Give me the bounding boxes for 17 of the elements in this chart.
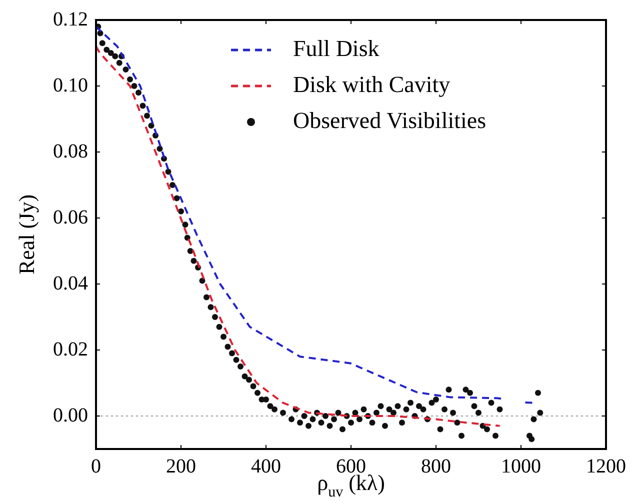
x-tick-label: 200 (166, 455, 196, 478)
y-tick-label: 0.12 (53, 8, 88, 30)
y-tick-label: 0.04 (53, 272, 88, 294)
legend-label: Full Disk (293, 36, 380, 62)
x-tick-label: 1000 (501, 455, 541, 478)
x-tick-label: 800 (421, 455, 451, 478)
y-tick-label: 0.06 (53, 206, 88, 228)
y-tick-label: 0.00 (53, 404, 88, 426)
legend-label: Observed Visibilities (293, 108, 486, 134)
x-tick-label: 0 (91, 455, 101, 478)
y-tick-label: 0.10 (53, 74, 88, 96)
x-tick-label: 1200 (586, 455, 626, 478)
y-tick-label: 0.02 (53, 338, 88, 360)
legend-label: Disk with Cavity (293, 72, 451, 98)
y-tick-label: 0.08 (53, 140, 88, 162)
x-tick-label: 400 (251, 455, 281, 478)
y-axis-title: Real (Jy) (14, 194, 39, 275)
